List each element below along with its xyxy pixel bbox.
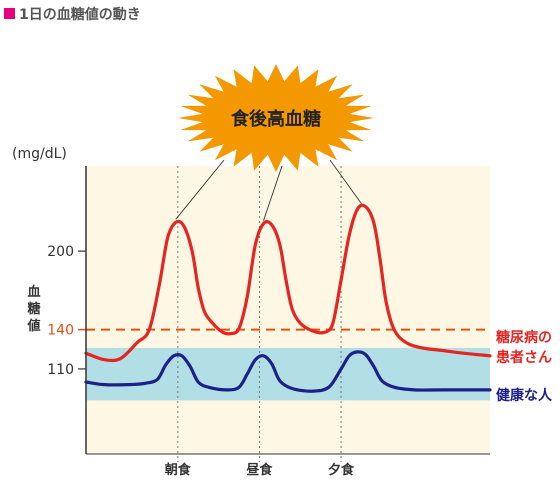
y-axis-label: 血糖値: [26, 284, 40, 334]
plot-area: [86, 166, 490, 454]
y-tick-label: 200: [47, 244, 74, 260]
burst-shape: [178, 64, 374, 172]
series-label: 糖尿病の患者さん: [496, 329, 552, 366]
meal-markers: [177, 166, 342, 462]
chart-title: 1日の血糖値の動き: [19, 6, 141, 23]
unit-label: (mg/dL): [12, 146, 67, 162]
callout-line-0: [175, 159, 225, 220]
y-axis-ticks: 200 110 140: [47, 244, 86, 378]
series-label: 健康な人: [496, 387, 553, 404]
y-tick-label: 110: [47, 362, 74, 378]
series-line-0: [84, 203, 492, 363]
series-line-1: [84, 350, 492, 393]
meal-labels: 朝食 昼食 夕食: [165, 462, 355, 478]
callout-line-1: [263, 165, 283, 221]
normal-range-band: [86, 347, 490, 401]
callout-lines: [175, 159, 362, 221]
series-lines: [84, 203, 492, 393]
threshold-label: 140: [47, 323, 74, 339]
meal-label: 昼食: [246, 462, 273, 478]
title-marker: [4, 8, 15, 19]
meal-label: 夕食: [328, 462, 355, 478]
meal-label: 朝食: [165, 462, 192, 478]
burst-label: 食後高血糖: [230, 108, 321, 130]
callout-line-2: [329, 159, 362, 204]
